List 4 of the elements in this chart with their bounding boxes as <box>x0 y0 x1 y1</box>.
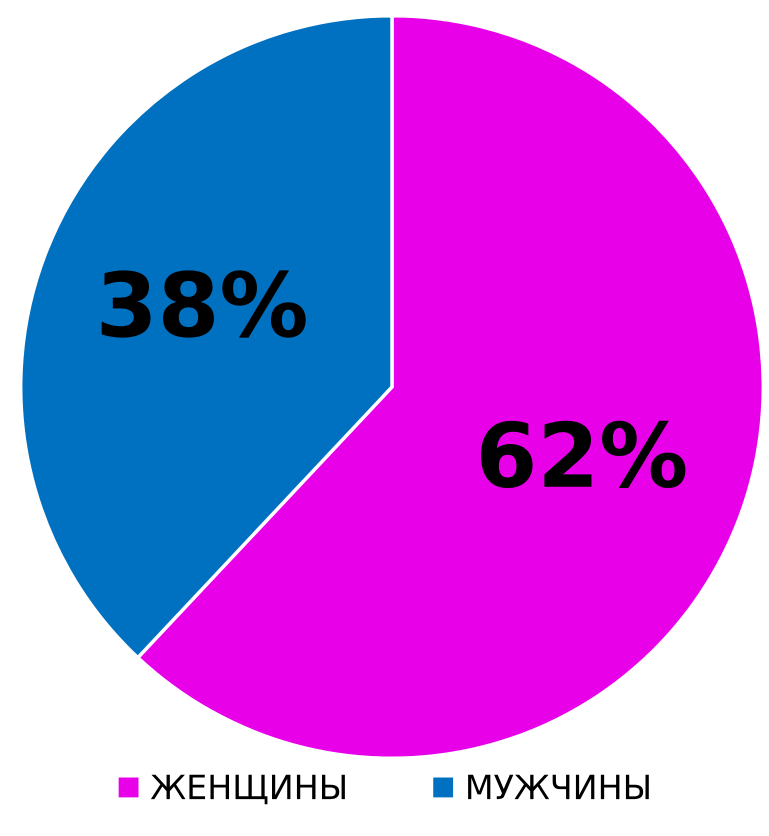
data-label: 38% <box>102 270 306 338</box>
legend-label: МУЖЧИНЫ <box>468 774 649 800</box>
data-label: 62% <box>481 420 686 488</box>
legend-label: ЖЕНЩИНЫ <box>150 774 345 804</box>
